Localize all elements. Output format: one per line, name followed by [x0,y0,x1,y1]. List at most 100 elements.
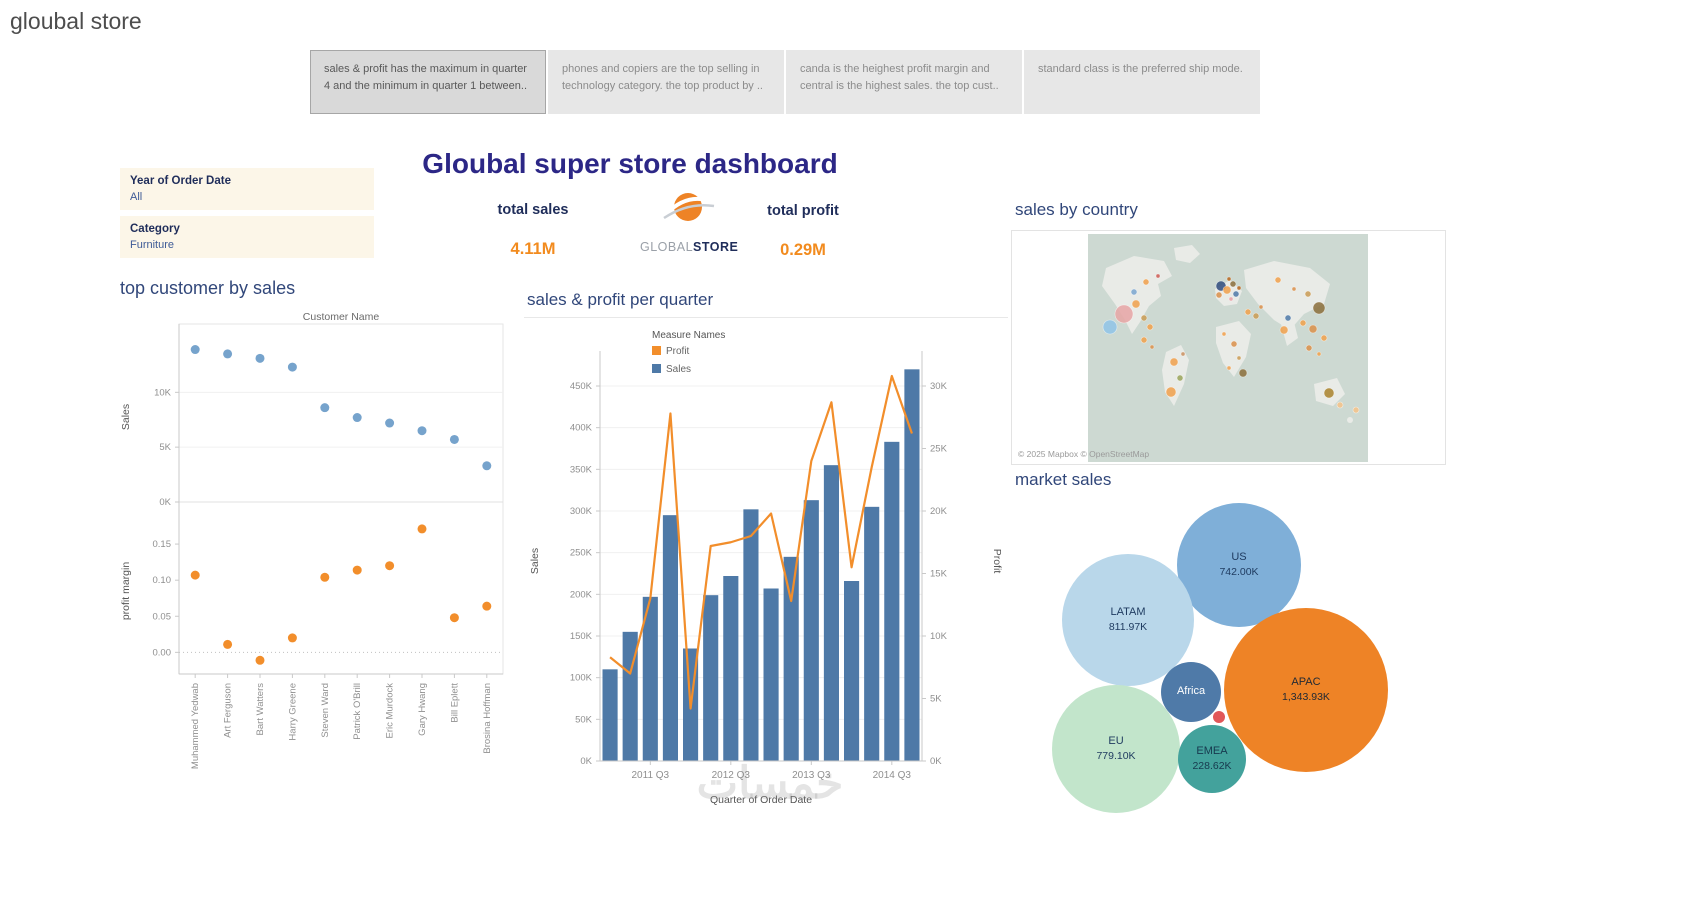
country-bubble[interactable] [1169,357,1179,367]
country-bubble[interactable] [1114,304,1134,324]
sales-bar[interactable] [783,556,799,761]
sales-dot[interactable] [385,418,395,428]
sales-bar[interactable] [703,595,719,761]
country-bubble[interactable] [1226,365,1232,371]
story-tab-3[interactable]: canda is the heighest profit margin and … [786,50,1022,114]
country-bubble[interactable] [1221,331,1227,337]
filter-value-dropdown[interactable]: Furniture [130,239,175,251]
sales-dot[interactable] [287,362,297,372]
country-bubble[interactable] [1131,299,1141,309]
market-bubble-apac[interactable]: APAC 1,343.93K [1224,608,1388,772]
sales-bar[interactable] [622,631,638,761]
sales-dot[interactable] [190,345,200,355]
sales-dot[interactable] [417,426,427,436]
country-bubble[interactable] [1140,314,1148,322]
country-bubble[interactable] [1102,319,1118,335]
sales-profit-combo-chart[interactable]: 0K 50K 100K 150K 200K 250K 300K 350K 400K 450K 0K 5… [520,316,1012,846]
sales-dot[interactable] [482,461,492,471]
profit-margin-dot[interactable] [190,570,200,580]
market-bubble-eu[interactable]: EU 779.10K [1052,685,1180,813]
country-bubble[interactable] [1146,323,1154,331]
country-bubble[interactable] [1236,355,1242,361]
country-bubble[interactable] [1236,285,1242,291]
profit-margin-dot[interactable] [255,655,265,665]
country-bubble[interactable] [1252,312,1260,320]
profit-margin-dot[interactable] [223,639,233,649]
country-bubble[interactable] [1299,319,1307,327]
profit-margin-dot[interactable] [385,561,395,571]
country-bubble[interactable] [1258,304,1264,310]
world-map-panel[interactable]: © 2025 Mapbox © OpenStreetMap [1011,230,1446,465]
top-customer-scatter-chart[interactable]: Customer Name 0K 5K 10K 0.00 0.05 0.10 0.15 Muha… [115,306,512,786]
profit-margin-dot[interactable] [352,565,362,575]
market-bubble[interactable] [1213,711,1225,723]
country-bubble[interactable] [1305,344,1313,352]
country-bubble[interactable] [1130,288,1138,296]
world-map[interactable] [1088,234,1368,462]
sales-bar[interactable] [602,669,618,761]
profit-margin-dot[interactable] [287,633,297,643]
sales-bar[interactable] [844,581,860,761]
country-bubble[interactable] [1140,336,1148,344]
kpi-total-profit: total profit 0.29M [741,203,865,260]
country-bubble[interactable] [1284,314,1292,322]
country-bubble[interactable] [1226,276,1232,282]
country-bubble[interactable] [1312,301,1326,315]
country-bubble[interactable] [1176,374,1184,382]
sales-dot[interactable] [255,353,265,363]
country-bubble[interactable] [1229,280,1237,288]
sales-dot[interactable] [449,434,459,444]
sales-bar[interactable] [864,506,880,761]
story-tab-4[interactable]: standard class is the preferred ship mod… [1024,50,1260,114]
market-bubble-emea[interactable]: EMEA 228.62K [1178,725,1246,793]
sales-bar[interactable] [642,596,658,761]
sales-dot[interactable] [352,413,362,423]
sales-bar[interactable] [803,500,819,761]
market-bubble-africa[interactable]: Africa [1161,662,1221,722]
profit-line[interactable] [609,374,913,710]
country-bubble[interactable] [1279,325,1289,335]
country-bubble[interactable] [1308,324,1318,334]
market-bubble-latam[interactable]: LATAM 811.97K [1062,554,1194,686]
sales-bar[interactable] [723,576,739,761]
profit-margin-dot[interactable] [449,613,459,623]
sales-bar[interactable] [763,588,779,762]
sales-bar[interactable] [743,509,759,761]
sales-bar[interactable] [823,465,839,761]
country-bubble[interactable] [1232,290,1240,298]
profit-margin-dot[interactable] [417,524,427,534]
country-bubble[interactable] [1149,344,1155,350]
story-tab-1[interactable]: sales & profit has the maximum in quarte… [310,50,546,114]
country-bubble[interactable] [1336,401,1344,409]
svg-text:Art Ferguson: Art Ferguson [223,683,234,738]
country-bubble[interactable] [1222,285,1232,295]
country-bubble[interactable] [1165,386,1177,398]
country-bubble[interactable] [1215,291,1223,299]
legend-swatch-profit[interactable] [652,346,661,355]
sales-bar[interactable] [904,369,920,761]
legend-swatch-sales[interactable] [652,364,661,373]
profit-margin-dot[interactable] [482,601,492,611]
country-bubble[interactable] [1155,273,1161,279]
country-bubble[interactable] [1142,278,1150,286]
story-tab-2[interactable]: phones and copiers are the top selling i… [548,50,784,114]
country-bubble[interactable] [1274,276,1282,284]
sales-dot[interactable] [223,349,233,359]
country-bubble[interactable] [1180,351,1186,357]
country-bubble[interactable] [1320,334,1328,342]
country-bubble[interactable] [1291,286,1297,292]
country-bubble[interactable] [1352,406,1360,414]
sales-dot[interactable] [320,403,330,413]
profit-margin-dot[interactable] [320,572,330,582]
sales-bar[interactable] [884,441,900,761]
country-bubble[interactable] [1228,296,1234,302]
country-bubble[interactable] [1323,387,1335,399]
country-bubble[interactable] [1244,308,1252,316]
market-bubble-us[interactable]: US 742.00K [1177,503,1301,627]
country-bubble[interactable] [1304,290,1312,298]
country-bubble[interactable] [1230,340,1238,348]
filter-value-dropdown[interactable]: All [130,191,143,203]
sales-bar[interactable] [662,515,678,761]
country-bubble[interactable] [1316,351,1322,357]
country-bubble[interactable] [1238,368,1248,378]
